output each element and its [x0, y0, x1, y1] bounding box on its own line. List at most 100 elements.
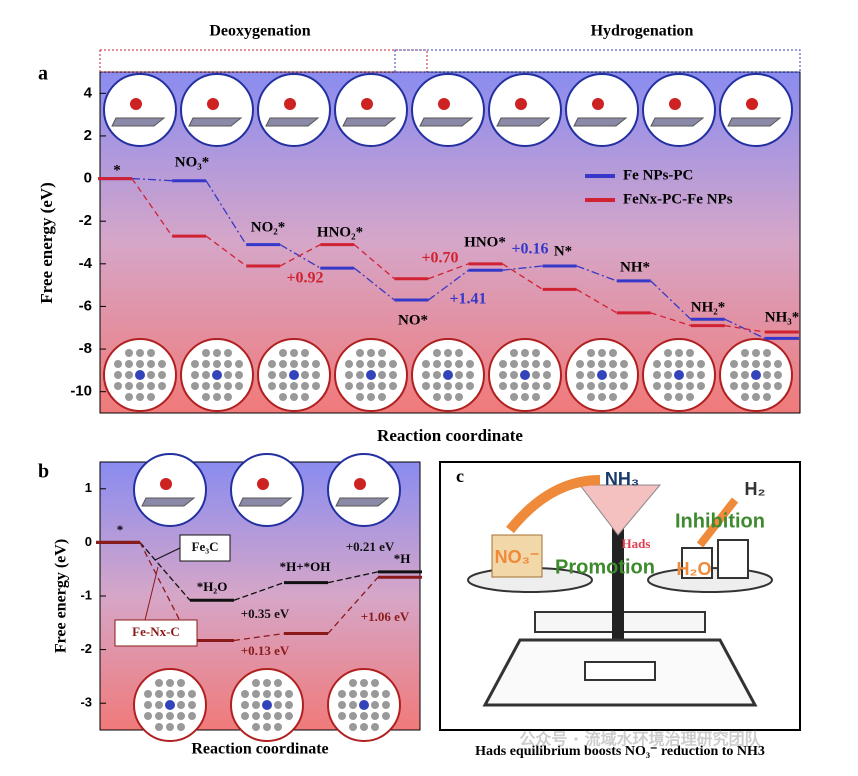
structure-icon: [433, 382, 441, 390]
structure-icon: [664, 382, 672, 390]
structure-icon: [136, 360, 144, 368]
scale-window: [584, 661, 656, 681]
legend-box: [114, 619, 198, 647]
structure-icon: [285, 701, 293, 709]
panel-label: c: [456, 466, 464, 486]
state-label: NO₃*: [175, 154, 210, 170]
structure-icon: [290, 393, 298, 401]
structure-icon: [349, 712, 357, 720]
structure-icon: [510, 393, 518, 401]
structure-icon: [664, 393, 672, 401]
structure-icon: [543, 371, 551, 379]
state-label: *: [117, 522, 124, 537]
structure-icon: [241, 701, 249, 709]
structure-icon: [521, 393, 529, 401]
structure-icon: [136, 349, 144, 357]
state-label: NH₂*: [691, 299, 726, 315]
structure-icon: [371, 723, 379, 731]
structure-icon: [155, 690, 163, 698]
structure-icon: [587, 382, 595, 390]
structure-icon: [620, 371, 628, 379]
structure-icon: [202, 382, 210, 390]
structure-icon: [213, 382, 221, 390]
structure-icon: [125, 393, 133, 401]
watermark: 公众号 · 流域水环境治理研究团队: [519, 730, 761, 749]
structure-icon: [130, 98, 142, 110]
structure-icon: [433, 349, 441, 357]
structure-icon: [252, 723, 260, 731]
y-tick-label: 1: [85, 480, 92, 495]
annotation: +0.92: [286, 270, 323, 287]
state-label: *H: [394, 551, 411, 566]
connector: [279, 244, 321, 267]
x-axis-label: Reaction coordinate: [191, 741, 328, 758]
state-label: N*: [554, 243, 572, 259]
structure-icon: [444, 349, 452, 357]
structure-icon: [389, 360, 397, 368]
structure-icon: [334, 73, 408, 147]
structure-icon: [202, 349, 210, 357]
structure-icon: [455, 349, 463, 357]
callout: [144, 566, 159, 621]
structure-icon: [444, 360, 452, 368]
structure-icon: [741, 349, 749, 357]
structure-icon: [235, 382, 243, 390]
structure-icon: [741, 371, 749, 379]
structure-icon: [165, 700, 175, 710]
structure-icon: [367, 349, 375, 357]
structure-icon: [290, 382, 298, 390]
structure-icon: [268, 360, 276, 368]
structure-icon: [443, 370, 453, 380]
state-label: *H+*OH: [280, 559, 331, 574]
structure-icon: [285, 712, 293, 720]
connector: [131, 178, 173, 237]
structure-icon: [422, 360, 430, 368]
structure-icon: [422, 382, 430, 390]
structure-icon: [238, 497, 293, 507]
connector: [650, 280, 692, 320]
structure-icon: [111, 117, 166, 127]
label-promotion: Promotion: [555, 556, 655, 578]
structure-icon: [675, 382, 683, 390]
structure-icon: [510, 371, 518, 379]
state-label: HNO*: [464, 234, 506, 250]
structure-icon: [378, 393, 386, 401]
structure-icon: [338, 701, 346, 709]
structure-icon: [642, 73, 716, 147]
annotation: +0.70: [421, 250, 458, 267]
structure-icon: [188, 690, 196, 698]
structure-icon: [274, 723, 282, 731]
structure-icon: [609, 382, 617, 390]
structure-icon: [338, 712, 346, 720]
structure-icon: [354, 478, 366, 490]
structure-icon: [356, 360, 364, 368]
structure-icon: [367, 393, 375, 401]
structure-icon: [598, 393, 606, 401]
y-tick-label: -2: [80, 641, 92, 656]
structure-icon: [158, 360, 166, 368]
structure-icon: [496, 117, 551, 127]
label-no3: NO₃⁻: [495, 547, 540, 567]
structure-icon: [356, 371, 364, 379]
structure-icon: [675, 349, 683, 357]
structure-icon: [361, 98, 373, 110]
structure-icon: [301, 382, 309, 390]
structure-icon: [202, 371, 210, 379]
structure-icon: [177, 701, 185, 709]
structure-icon: [289, 370, 299, 380]
scale-fan: [578, 484, 662, 536]
structure-icon: [114, 371, 122, 379]
structure-icon: [774, 360, 782, 368]
structure-icon: [290, 349, 298, 357]
connector: [279, 244, 321, 269]
structure-icon: [158, 371, 166, 379]
structure-icon: [155, 701, 163, 709]
structure-icon: [263, 679, 271, 687]
structure-icon: [202, 360, 210, 368]
structure-icon: [752, 393, 760, 401]
weight-box: [491, 534, 543, 578]
structure-icon: [532, 349, 540, 357]
structure-icon: [345, 371, 353, 379]
structure-icon: [335, 497, 390, 507]
structure-icon: [598, 360, 606, 368]
